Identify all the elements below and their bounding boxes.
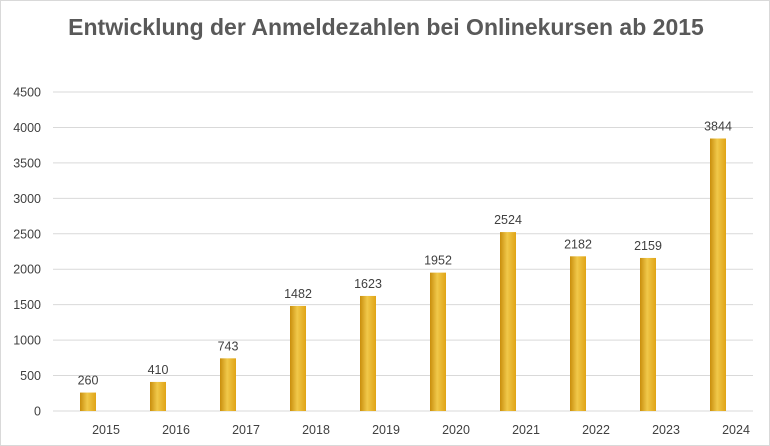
y-tick-label: 3500 (13, 156, 41, 170)
x-tick-label: 2020 (442, 423, 470, 437)
y-tick-label: 2500 (13, 227, 41, 241)
bar-2020 (430, 272, 446, 411)
y-tick-label: 4500 (13, 86, 41, 100)
bar-2018 (290, 305, 306, 411)
x-tick-label: 2024 (722, 423, 750, 437)
y-tick-label: 0 (34, 405, 41, 419)
chart-title: Entwicklung der Anmeldezahlen bei Online… (68, 14, 704, 40)
bars (80, 138, 726, 411)
y-tick-label: 2000 (13, 263, 41, 277)
x-tick-label: 2015 (92, 423, 120, 437)
bar-2024 (710, 138, 726, 411)
y-tick-label: 1500 (13, 298, 41, 312)
data-label-2015: 260 (78, 374, 99, 388)
data-label-2024: 3844 (704, 120, 732, 134)
y-axis-ticks: 0 500 1000 1500 2000 2500 3000 3500 4000 4500 (13, 86, 41, 419)
bar-2019 (360, 295, 376, 411)
data-label-2016: 410 (148, 363, 169, 377)
y-tick-label: 500 (20, 369, 41, 383)
y-tick-label: 3000 (13, 192, 41, 206)
x-tick-label: 2018 (302, 423, 330, 437)
x-tick-label: 2022 (582, 423, 610, 437)
y-tick-label: 1000 (13, 334, 41, 348)
x-tick-label: 2016 (162, 423, 190, 437)
bar-2016 (150, 381, 166, 411)
x-axis-ticks: 2015 2016 2017 2018 2019 2020 2021 2022 2023 2024 (92, 423, 750, 437)
data-label-2020: 1952 (424, 254, 452, 268)
data-labels: 260 410 743 1482 1623 1952 2524 2182 2159 3844 (78, 120, 732, 388)
bar-2022 (570, 256, 586, 411)
bar-2015 (80, 392, 96, 411)
data-label-2017: 743 (218, 339, 239, 353)
data-label-2018: 1482 (284, 287, 312, 301)
bar-2023 (640, 257, 656, 411)
x-tick-label: 2023 (652, 423, 680, 437)
data-label-2022: 2182 (564, 237, 592, 251)
bar-2021 (500, 232, 516, 411)
y-tick-label: 4000 (13, 121, 41, 135)
bar-2017 (220, 358, 236, 411)
data-label-2021: 2524 (494, 213, 522, 227)
x-tick-label: 2019 (372, 423, 400, 437)
x-tick-label: 2021 (512, 423, 540, 437)
data-label-2023: 2159 (634, 239, 662, 253)
x-tick-label: 2017 (232, 423, 260, 437)
data-label-2019: 1623 (354, 277, 382, 291)
gridlines (53, 91, 753, 412)
